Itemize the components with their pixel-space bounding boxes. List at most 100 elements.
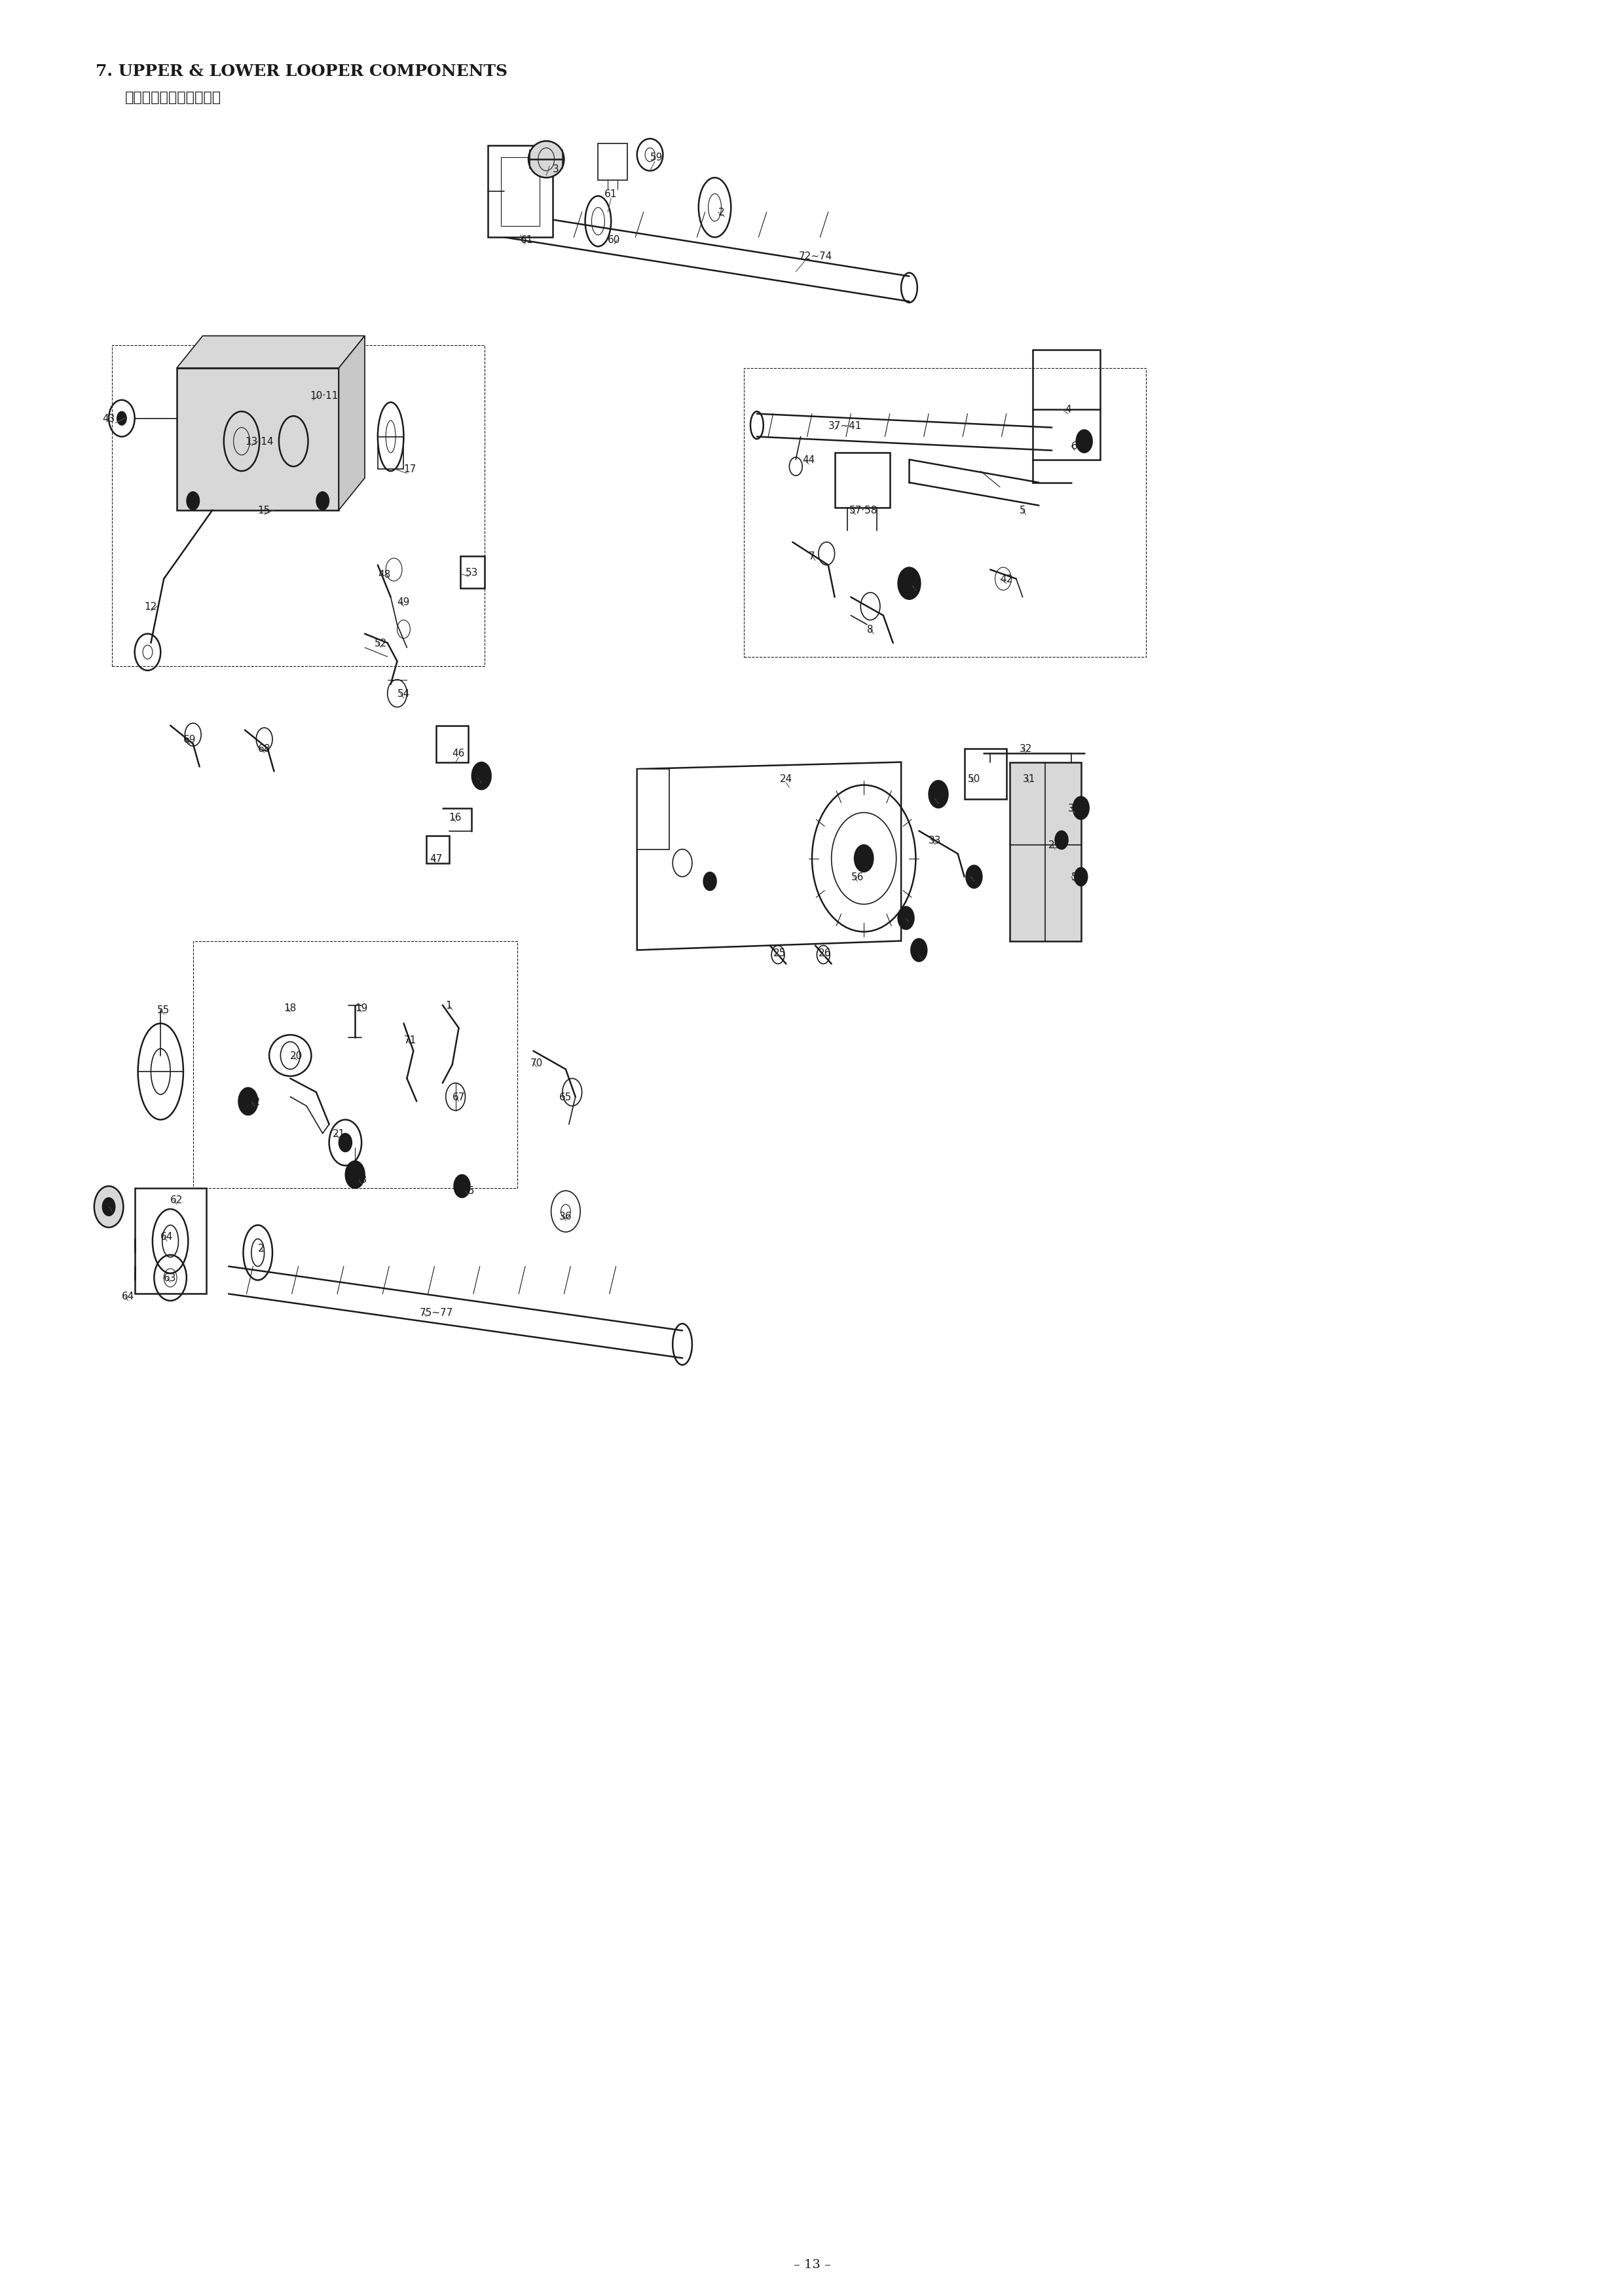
Text: 70: 70 <box>529 1058 542 1067</box>
Text: 6: 6 <box>1072 441 1078 452</box>
Text: 56: 56 <box>851 872 864 881</box>
Text: 59: 59 <box>650 154 663 163</box>
Text: 54: 54 <box>398 689 409 698</box>
Circle shape <box>1075 868 1088 886</box>
Text: 36: 36 <box>559 1212 572 1221</box>
Text: 71: 71 <box>404 1035 416 1044</box>
Bar <box>427 835 450 863</box>
Text: 57·58: 57·58 <box>849 505 877 516</box>
Bar <box>965 748 1007 799</box>
Text: 45: 45 <box>474 773 487 783</box>
Text: – 13 –: – 13 – <box>794 2258 830 2270</box>
Text: 75~77: 75~77 <box>421 1308 453 1317</box>
Text: 17: 17 <box>404 464 416 475</box>
Text: 49: 49 <box>398 597 409 608</box>
Circle shape <box>1073 796 1090 819</box>
Text: 7. UPPER & LOWER LOOPER COMPONENTS: 7. UPPER & LOWER LOOPER COMPONENTS <box>96 64 508 80</box>
Text: 21: 21 <box>333 1129 344 1138</box>
Bar <box>744 369 1147 656</box>
Text: 15: 15 <box>258 505 271 516</box>
Text: 7: 7 <box>809 551 815 562</box>
Text: 55: 55 <box>158 1005 171 1014</box>
Text: 61: 61 <box>604 190 617 200</box>
Circle shape <box>453 1175 469 1198</box>
Bar <box>177 369 339 509</box>
Circle shape <box>94 1187 123 1228</box>
Polygon shape <box>637 762 901 950</box>
Text: 37~41: 37~41 <box>828 420 862 431</box>
Text: 3: 3 <box>552 165 559 174</box>
Text: 24: 24 <box>780 773 793 783</box>
Bar <box>437 725 468 762</box>
Text: 29: 29 <box>1049 840 1060 849</box>
Text: 27: 27 <box>900 918 913 927</box>
Text: 67: 67 <box>451 1092 464 1102</box>
Text: 12: 12 <box>145 601 158 613</box>
Circle shape <box>898 907 914 929</box>
Circle shape <box>966 865 983 888</box>
Bar <box>487 147 552 239</box>
Text: 3: 3 <box>106 1203 112 1212</box>
Text: 66: 66 <box>932 794 945 803</box>
Circle shape <box>898 567 921 599</box>
Text: 46: 46 <box>451 748 464 757</box>
Ellipse shape <box>528 142 564 179</box>
Text: 51: 51 <box>1072 872 1083 881</box>
Text: 72~74: 72~74 <box>799 250 833 262</box>
Text: 47: 47 <box>430 854 442 863</box>
Text: 30: 30 <box>1069 803 1080 812</box>
Text: 9: 9 <box>913 581 919 592</box>
Circle shape <box>1056 831 1069 849</box>
Text: 2: 2 <box>258 1244 265 1253</box>
Text: 65: 65 <box>559 1092 572 1102</box>
Circle shape <box>911 939 927 962</box>
Circle shape <box>339 1134 352 1152</box>
Circle shape <box>239 1088 258 1115</box>
Text: 61: 61 <box>520 234 533 246</box>
Text: 20: 20 <box>291 1051 302 1060</box>
Circle shape <box>317 491 330 509</box>
Text: 22: 22 <box>248 1097 261 1106</box>
Text: 43: 43 <box>102 413 115 425</box>
Text: 16: 16 <box>450 812 461 822</box>
Circle shape <box>187 491 200 509</box>
Bar <box>598 145 627 181</box>
Bar <box>500 158 539 227</box>
Text: 23: 23 <box>356 1175 367 1184</box>
Text: 33: 33 <box>929 835 942 845</box>
Text: 60: 60 <box>607 234 620 246</box>
Text: 53: 53 <box>464 567 477 578</box>
Text: 31: 31 <box>1023 773 1036 783</box>
Circle shape <box>854 845 874 872</box>
Bar <box>135 1189 206 1294</box>
Polygon shape <box>1010 762 1082 941</box>
Text: 32: 32 <box>1020 744 1033 753</box>
Text: 18: 18 <box>284 1003 296 1012</box>
Text: 34: 34 <box>968 872 981 881</box>
Circle shape <box>471 762 490 789</box>
Text: 2: 2 <box>718 209 724 218</box>
Polygon shape <box>339 337 365 509</box>
Text: 28: 28 <box>913 950 926 959</box>
Text: 10·11: 10·11 <box>310 390 338 402</box>
Polygon shape <box>637 769 669 849</box>
Text: 62: 62 <box>171 1196 184 1205</box>
Circle shape <box>703 872 716 890</box>
Text: 52: 52 <box>375 638 387 647</box>
Text: 64: 64 <box>161 1232 174 1242</box>
Text: 48: 48 <box>378 569 390 581</box>
Text: 上ルーパ、下ルーパ関係: 上ルーパ、下ルーパ関係 <box>125 92 221 103</box>
Text: 13·14: 13·14 <box>245 436 273 448</box>
Text: 64: 64 <box>122 1292 135 1301</box>
Circle shape <box>117 413 127 425</box>
Text: 35: 35 <box>461 1187 474 1196</box>
Text: 1: 1 <box>447 1001 451 1010</box>
Bar <box>835 452 890 507</box>
Text: 8: 8 <box>867 624 874 633</box>
Circle shape <box>346 1161 365 1189</box>
Circle shape <box>102 1198 115 1216</box>
Text: 44: 44 <box>802 454 815 466</box>
Bar <box>193 941 516 1189</box>
Bar <box>112 347 484 666</box>
Bar <box>1033 351 1101 459</box>
